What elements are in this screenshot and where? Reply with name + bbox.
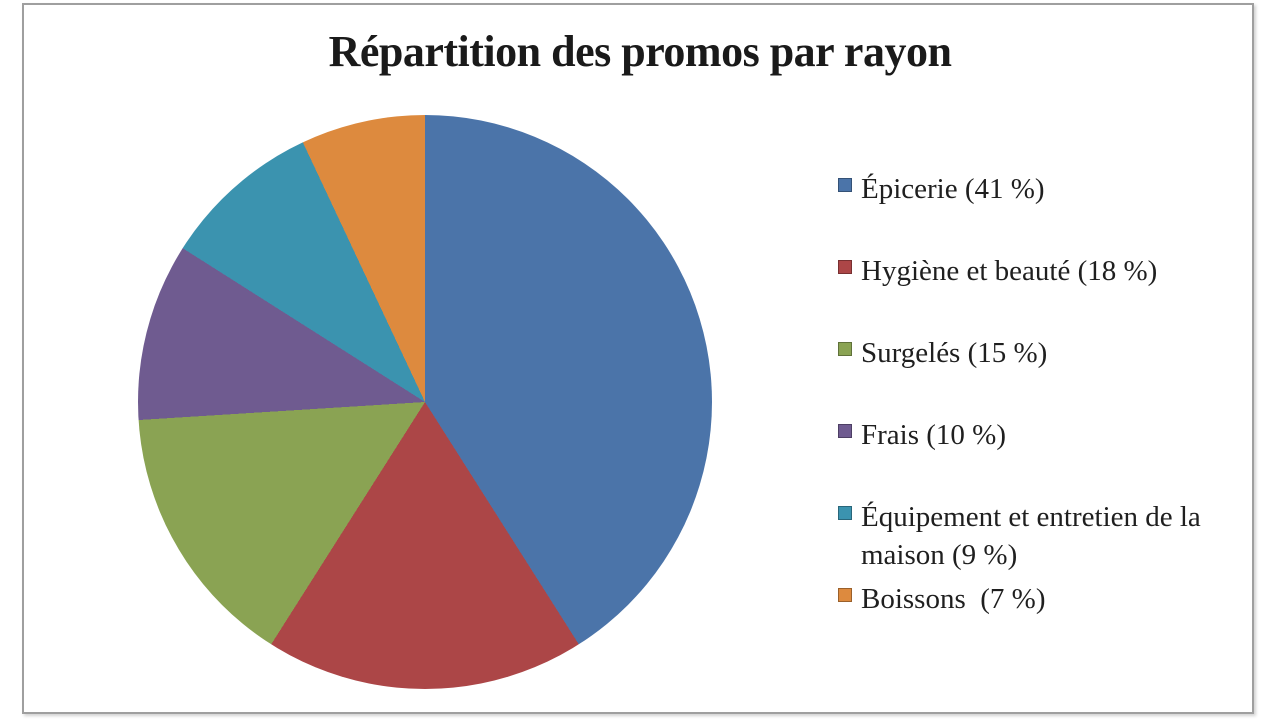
pie-chart — [138, 115, 712, 689]
legend-item: Épicerie (41 %) — [838, 170, 1238, 208]
legend-item-label: Surgelés (15 %) — [861, 337, 1048, 369]
legend-color-swatch-icon — [838, 424, 852, 438]
legend-item: Équipement et entretien de la maison (9 … — [838, 498, 1238, 574]
legend-item-label: Épicerie (41 %) — [861, 173, 1045, 205]
legend-color-swatch-icon — [838, 342, 852, 356]
legend-item-label: Équipement et entretien de la maison (9 … — [861, 501, 1209, 571]
chart-title: Répartition des promos par rayon — [328, 27, 952, 76]
legend-item: Boissons (7 %) — [838, 580, 1238, 618]
legend-color-swatch-icon — [838, 178, 852, 192]
legend-color-swatch-icon — [838, 588, 852, 602]
legend-item: Hygiène et beauté (18 %) — [838, 252, 1238, 290]
legend-item-label: Hygiène et beauté (18 %) — [861, 255, 1158, 287]
legend-color-swatch-icon — [838, 506, 852, 520]
legend-color-swatch-icon — [838, 260, 852, 274]
legend-item-label: Frais (10 %) — [861, 419, 1006, 451]
legend-item: Frais (10 %) — [838, 416, 1238, 454]
legend-item: Surgelés (15 %) — [838, 334, 1238, 372]
legend-item-label: Boissons (7 %) — [861, 583, 1046, 615]
